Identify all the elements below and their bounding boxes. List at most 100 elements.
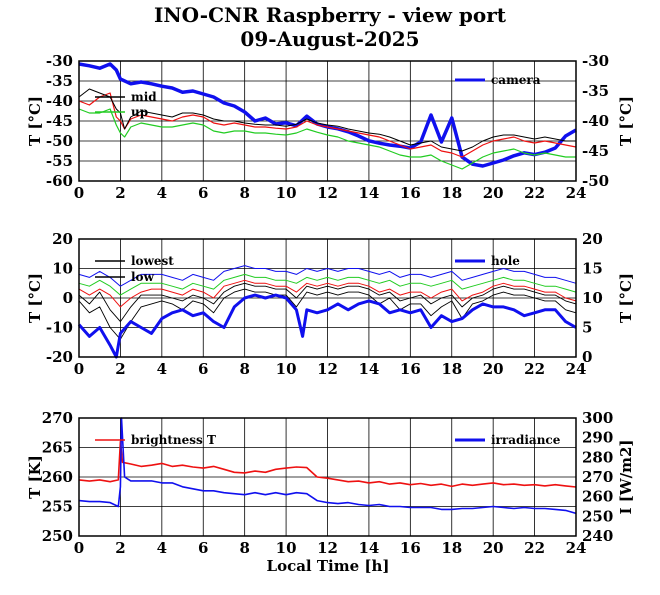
y-right-tick-label: 10 bbox=[582, 289, 603, 307]
series-line-t3 bbox=[78, 92, 577, 158]
y-tick-label: -40 bbox=[46, 92, 73, 110]
x-tick-label: 4 bbox=[157, 539, 167, 557]
x-tick-label: 24 bbox=[566, 360, 587, 378]
plot-frame bbox=[78, 417, 577, 537]
x-tick-label: 6 bbox=[198, 360, 208, 378]
y-right-tick-label: -35 bbox=[582, 82, 609, 100]
x-tick-label: 24 bbox=[566, 539, 587, 557]
x-tick-label: 6 bbox=[198, 184, 208, 202]
y-right-tick-label: 240 bbox=[582, 527, 613, 545]
y-right-tick-label: 300 bbox=[582, 409, 613, 427]
legend-label: up bbox=[131, 105, 148, 119]
x-tick-label: 18 bbox=[441, 539, 462, 557]
x-tick-label: 0 bbox=[74, 184, 84, 202]
series-line-red bbox=[78, 279, 577, 308]
y-tick-label: -60 bbox=[46, 172, 73, 190]
x-tick-label: 0 bbox=[74, 539, 84, 557]
y-right-tick-label: -45 bbox=[582, 142, 609, 160]
x-tick-label: 16 bbox=[400, 360, 421, 378]
y-right-tick-label: 260 bbox=[582, 488, 613, 506]
legend-label: brightness T bbox=[131, 433, 216, 447]
y-right-tick-label: 20 bbox=[582, 230, 603, 248]
legend-label: camera bbox=[491, 73, 541, 87]
series-line-upper-blue bbox=[78, 265, 577, 287]
series-line-brightness-t bbox=[78, 440, 577, 488]
series-line-lowest bbox=[78, 288, 577, 340]
legend-label: lowest bbox=[131, 254, 174, 268]
panels: -60-55-50-45-40-35-30-50-45-40-35-300 2 4 6… bbox=[26, 52, 635, 557]
x-tick-label: 16 bbox=[400, 184, 421, 202]
x-tick-label: 0 bbox=[74, 360, 84, 378]
x-tick-label: 12 bbox=[317, 539, 338, 557]
y-tick-label: 260 bbox=[42, 468, 73, 486]
series-line-irradiance bbox=[78, 417, 577, 515]
legend-label: irradiance bbox=[491, 433, 561, 447]
y-right-tick-label: -50 bbox=[582, 172, 609, 190]
series-line-hole bbox=[77, 293, 577, 359]
y-tick-label: 20 bbox=[52, 230, 73, 248]
y-tick-label: -50 bbox=[46, 132, 73, 150]
x-axis-label: Local Time [h] bbox=[267, 557, 390, 575]
x-tick-label: 20 bbox=[483, 539, 504, 557]
y-axis-label-right: T [°C] bbox=[617, 273, 635, 323]
y-right-tick-label: 290 bbox=[582, 429, 613, 447]
y-axis-label-right: I [W/m2] bbox=[617, 439, 635, 514]
x-tick-label: 20 bbox=[483, 184, 504, 202]
x-tick-label: 22 bbox=[524, 360, 545, 378]
y-tick-label: 250 bbox=[42, 527, 73, 545]
x-tick-label: 14 bbox=[358, 184, 379, 202]
x-tick-label: 12 bbox=[317, 184, 338, 202]
y-right-tick-label: 250 bbox=[582, 507, 613, 525]
x-tick-label: 2 bbox=[115, 539, 125, 557]
y-right-tick-label: 5 bbox=[582, 319, 592, 337]
series-line-up bbox=[78, 108, 576, 170]
x-tick-label: 22 bbox=[524, 539, 545, 557]
y-tick-label: 255 bbox=[42, 498, 73, 516]
y-axis-label: T [°C] bbox=[26, 96, 44, 146]
y-tick-label: 0 bbox=[63, 289, 73, 307]
x-tick-label: 24 bbox=[566, 184, 587, 202]
x-tick-label: 4 bbox=[157, 360, 167, 378]
y-tick-label: -45 bbox=[46, 112, 73, 130]
legend-label: low bbox=[131, 270, 155, 284]
y-tick-label: -20 bbox=[46, 348, 73, 366]
chart-subtitle: 09-August-2025 bbox=[240, 27, 419, 51]
y-right-tick-label: 0 bbox=[582, 348, 592, 366]
chart-title: INO-CNR Raspberry - view port bbox=[154, 3, 507, 27]
plot-frame bbox=[78, 238, 577, 358]
y-axis-label-right: T [°C] bbox=[617, 96, 635, 146]
x-tick-label: 16 bbox=[400, 539, 421, 557]
x-tick-label: 8 bbox=[239, 184, 249, 202]
y-tick-label: -35 bbox=[46, 72, 73, 90]
y-axis-label: T [K] bbox=[26, 455, 44, 499]
y-tick-label: 10 bbox=[52, 260, 73, 278]
x-tick-label: 20 bbox=[483, 360, 504, 378]
y-tick-label: -55 bbox=[46, 152, 73, 170]
series-line-mid bbox=[78, 88, 576, 152]
y-right-tick-label: -40 bbox=[582, 112, 609, 130]
x-tick-label: 10 bbox=[276, 539, 297, 557]
x-tick-label: 22 bbox=[524, 184, 545, 202]
y-axis-label: T [°C] bbox=[26, 273, 44, 323]
x-tick-label: 8 bbox=[239, 360, 249, 378]
series-line-green bbox=[78, 273, 577, 296]
x-tick-label: 14 bbox=[358, 539, 379, 557]
series-line-low bbox=[78, 282, 577, 323]
y-tick-label: -30 bbox=[46, 52, 73, 70]
x-tick-label: 18 bbox=[441, 360, 462, 378]
y-tick-label: 265 bbox=[42, 439, 73, 457]
panel-1: -60-55-50-45-40-35-30-50-45-40-35-300 2 4 6… bbox=[26, 52, 635, 202]
legend-label: hole bbox=[491, 254, 520, 268]
y-right-tick-label: 15 bbox=[582, 260, 603, 278]
x-tick-label: 2 bbox=[115, 360, 125, 378]
x-tick-label: 4 bbox=[157, 184, 167, 202]
y-tick-label: 270 bbox=[42, 409, 73, 427]
y-right-tick-label: 280 bbox=[582, 448, 613, 466]
x-tick-label: 10 bbox=[276, 184, 297, 202]
plot-frame bbox=[78, 60, 577, 182]
y-tick-label: -10 bbox=[46, 319, 73, 337]
legend-label: mid bbox=[131, 90, 157, 104]
